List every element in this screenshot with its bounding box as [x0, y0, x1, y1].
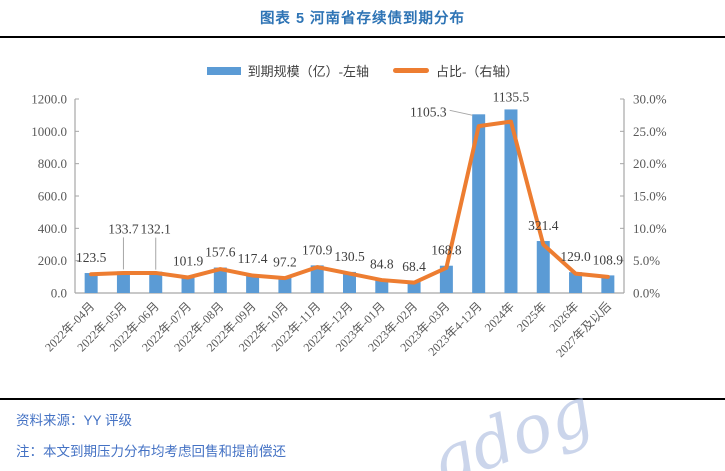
right-axis-tick-label: 0.0% — [633, 286, 660, 301]
bar — [472, 114, 486, 293]
right-axis-tick-label: 25.0% — [633, 124, 667, 139]
data-source-text: 资料来源：YY 评级 — [16, 413, 133, 428]
bar — [569, 272, 583, 293]
legend-bar-label: 到期规模（亿）-左轴 — [247, 64, 369, 79]
legend-item-bar-series: 到期规模（亿）-左轴 — [206, 61, 369, 80]
right-axis-tick-label: 15.0% — [633, 189, 667, 204]
bar — [84, 273, 98, 293]
bar-value-label: 170.9 — [302, 242, 333, 257]
legend-item-line-series: 占比-（右轴） — [393, 61, 518, 80]
bar-value-label: 130.5 — [334, 249, 365, 264]
left-axis-tick-label: 0.0 — [51, 286, 67, 301]
left-axis-tick-label: 400.0 — [38, 221, 67, 236]
bar-value-label: 97.2 — [273, 254, 297, 269]
bar-value-label: 101.9 — [173, 254, 204, 269]
right-axis-tick-label: 30.0% — [633, 92, 667, 107]
bar-value-label: 84.8 — [370, 256, 394, 271]
bar — [504, 109, 518, 294]
bar-value-label: 1105.3 — [410, 104, 447, 119]
x-axis-label: 2025年 — [514, 299, 549, 334]
bar — [536, 241, 550, 293]
bar-value-label: 157.6 — [205, 245, 236, 260]
left-axis-tick-label: 200.0 — [38, 253, 67, 268]
bar — [149, 271, 163, 293]
maturity-distribution-chart: 1200.0 1000.0 800.0 600.0 400.0 200.0 0.0 30.0%… — [31, 89, 667, 360]
left-axis-tick-label: 800.0 — [38, 156, 67, 171]
bar-value-label: 1135.5 — [493, 89, 530, 104]
bar — [213, 267, 227, 293]
bar-value-label: 321.4 — [528, 218, 559, 233]
left-axis-tick-label: 600.0 — [38, 189, 67, 204]
legend-line-label: 占比-（右轴） — [436, 64, 519, 79]
bar — [278, 277, 292, 293]
bar — [601, 275, 615, 293]
bar — [310, 265, 324, 293]
bar — [375, 279, 389, 293]
right-axis-tick-label: 20.0% — [633, 156, 667, 171]
bar-value-label: 133.7 — [108, 221, 139, 236]
label-leader-line — [449, 109, 473, 116]
note-text: 注：本文到期压力分布均考虑回售和提前偿还 — [16, 444, 286, 459]
figure-title: 图表 5 河南省存续债到期分布 — [259, 11, 466, 27]
bar — [181, 276, 195, 293]
bar-value-label: 132.1 — [141, 222, 171, 237]
bar — [439, 265, 453, 293]
bar-value-label: 117.4 — [238, 251, 268, 266]
left-axis-tick-label: 1000.0 — [31, 124, 67, 139]
x-axis-label: 2024年 — [482, 299, 517, 334]
right-axis-tick-label: 10.0% — [633, 221, 667, 236]
chart-legend: 到期规模（亿）-左轴 占比-（右轴） — [0, 61, 725, 80]
bar-series-swatch-icon — [206, 66, 241, 75]
left-axis-tick-label: 1200.0 — [31, 92, 67, 107]
top-divider — [0, 36, 725, 38]
bar — [246, 274, 260, 293]
bar — [343, 271, 356, 293]
line-series-swatch-icon — [393, 68, 429, 73]
bar-value-label: 168.8 — [431, 243, 462, 258]
bar-value-label: 68.4 — [402, 259, 426, 274]
bar-value-label: 129.0 — [560, 249, 591, 264]
bottom-divider — [0, 398, 725, 400]
right-axis-tick-label: 5.0% — [633, 253, 660, 268]
bar — [407, 281, 421, 293]
line-series — [89, 119, 610, 285]
bar-value-label: 108.9 — [593, 252, 624, 267]
bar-value-label: 123.5 — [76, 250, 107, 265]
bar — [116, 271, 130, 293]
